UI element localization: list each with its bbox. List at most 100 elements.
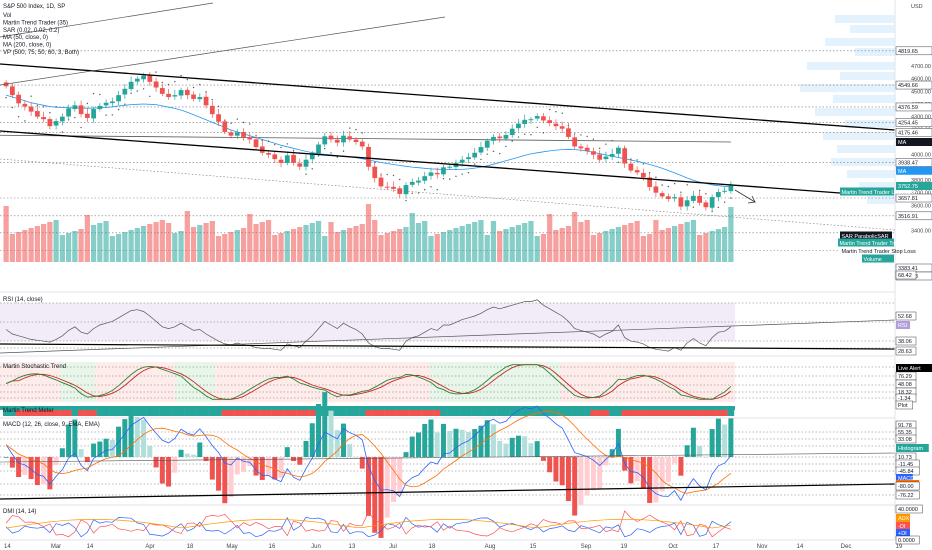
volume-bar [653, 220, 659, 262]
time-tick-label: 18 [187, 544, 194, 550]
candle-body [703, 202, 709, 208]
candle-body [197, 97, 203, 100]
meter-cell [284, 410, 291, 416]
candle-body [366, 146, 371, 167]
sar-dot [630, 158, 632, 160]
candle-body [78, 105, 84, 115]
volume-bar [128, 230, 134, 262]
candle-body [209, 105, 215, 115]
candle-body [553, 123, 559, 127]
indicator-legend: SAR (0.02, 0.02, 0.2) [3, 28, 59, 34]
price-tag [895, 211, 932, 221]
meter-cell [202, 410, 210, 416]
candle-body [22, 103, 28, 107]
sar-dot [492, 150, 495, 153]
volume-bar [597, 233, 603, 262]
meter-cell [440, 410, 447, 416]
macd-histogram-bar [440, 423, 446, 457]
pane-tag [895, 336, 917, 346]
macd-histogram-bar [172, 457, 178, 473]
candle-body [159, 88, 165, 94]
meter-cell [65, 410, 72, 416]
volume-bar [553, 230, 559, 262]
sar-dot [455, 175, 457, 178]
price-tick-label: 4500.00 [911, 89, 931, 95]
macd-histogram-bar [647, 457, 653, 503]
macd-histogram-bar [347, 444, 353, 457]
candle-body [84, 113, 90, 118]
volume-bar [715, 229, 722, 262]
volume-bar [159, 220, 165, 262]
pane-tag [895, 490, 920, 500]
sar-dot [349, 127, 351, 129]
meter-cell [290, 410, 297, 416]
meter-cell [434, 410, 441, 416]
sar-dot [442, 178, 445, 180]
pane-tag-label: 68.42 [898, 273, 912, 279]
candle-body [484, 140, 490, 148]
macd-histogram-bar [528, 443, 534, 457]
volume-bar [22, 230, 28, 262]
annotation-badge [840, 231, 892, 240]
sar-dot [167, 83, 170, 86]
candle-body [316, 144, 321, 154]
candle-body [653, 186, 659, 193]
meter-cell [721, 410, 728, 416]
sar-dot [330, 152, 332, 154]
pane-tag-label: -45.84 [898, 469, 914, 475]
candle-body [709, 197, 715, 208]
meter-cell [46, 410, 54, 416]
macd-histogram-bar [22, 457, 28, 475]
meter-cell [365, 410, 372, 416]
meter-cell [371, 410, 379, 416]
sar-dot [530, 133, 532, 136]
candle-body [678, 197, 684, 207]
rsi-trendline [0, 319, 896, 354]
sar-dot [230, 122, 232, 124]
sar-dot [505, 145, 507, 148]
candle-body [34, 111, 40, 117]
meter-cell [652, 410, 660, 416]
candle-body [322, 136, 328, 145]
candle-body [272, 154, 278, 160]
sar-dot [517, 136, 520, 138]
dmi-minus-line [5, 510, 732, 538]
macd-histogram-bar [447, 431, 453, 457]
meter-cell [627, 410, 635, 416]
volume-bar [84, 215, 90, 262]
candle-body [422, 176, 428, 181]
volume-bar [515, 225, 522, 262]
candle-body [53, 121, 59, 126]
price-tag-label: 4254.45 [898, 120, 918, 126]
time-tick-label: 19 [621, 544, 628, 550]
macd-histogram-bar [665, 457, 671, 482]
meter-cell [209, 410, 216, 416]
pane-tag-label: -76.22 [898, 493, 914, 499]
chart-title: S&P 500 Index, 1D, SP [3, 4, 65, 10]
meter-cell [427, 410, 435, 416]
meter-cell [259, 410, 266, 416]
macd-histogram-bar [497, 440, 503, 457]
pane-tag [896, 529, 910, 537]
currency-label: USD [911, 4, 923, 10]
meter-cell [727, 410, 735, 416]
meter-cell [346, 410, 354, 416]
sar-dot [542, 132, 545, 134]
volume-profile-bar [847, 170, 895, 178]
volume-bar [178, 231, 184, 262]
sar-dot [717, 206, 720, 209]
sar-dot [192, 86, 195, 89]
volume-bar [103, 221, 109, 262]
stoch-zone [175, 362, 215, 402]
macd-histogram-bar [147, 446, 153, 457]
meter-cell [109, 410, 116, 416]
volume-bar [390, 231, 397, 262]
volume-profile-bar [815, 108, 895, 116]
macd-histogram-bar [109, 439, 115, 457]
candle-body [384, 186, 390, 188]
candle-body [247, 137, 253, 140]
meter-cell [646, 410, 653, 416]
meter-cell [296, 410, 304, 416]
candle-body [547, 120, 553, 123]
